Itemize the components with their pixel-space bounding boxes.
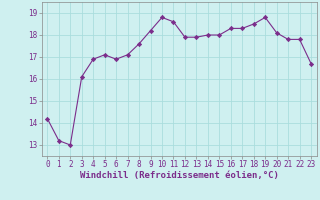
- X-axis label: Windchill (Refroidissement éolien,°C): Windchill (Refroidissement éolien,°C): [80, 171, 279, 180]
